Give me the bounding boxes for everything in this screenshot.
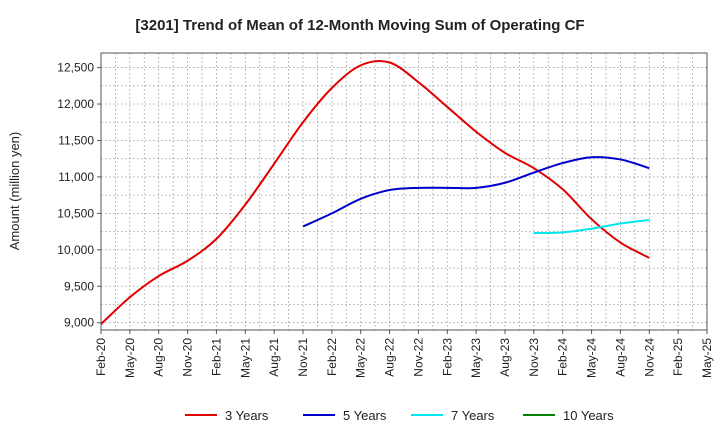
x-tick-label: Aug-23	[498, 338, 512, 377]
series-line-5-years	[302, 156, 650, 228]
x-tick-label: May-20	[123, 338, 137, 378]
x-tick-label: Feb-22	[325, 338, 339, 376]
y-tick-label: 10,500	[57, 206, 94, 220]
x-tick-label: Aug-24	[613, 338, 627, 377]
x-tick-label: Feb-21	[209, 338, 223, 376]
plot-frame	[100, 52, 708, 331]
x-tick-label: Aug-20	[152, 338, 166, 377]
chart-title: [3201] Trend of Mean of 12-Month Moving …	[135, 17, 584, 34]
y-tick-label: 11,000	[58, 170, 94, 184]
legend-label-10-years: 10 Years	[563, 408, 614, 423]
x-tick-label: Aug-22	[383, 338, 397, 377]
x-tick-label: Feb-24	[556, 338, 570, 376]
x-tick-label: Nov-22	[411, 338, 425, 377]
y-tick-label: 12,000	[57, 97, 94, 111]
series-line-7-years	[533, 218, 650, 235]
series-lines	[100, 60, 650, 325]
x-tick-label: Feb-23	[440, 338, 454, 376]
y-tick-label: 9,500	[64, 279, 94, 293]
legend: 3 Years 5 Years 7 Years 10 Years	[185, 408, 614, 423]
y-axis-label: Amount (million yen)	[7, 132, 22, 251]
x-tick-label: Nov-21	[296, 338, 310, 377]
x-tick-label: Nov-24	[642, 338, 656, 377]
legend-label-3-years: 3 Years	[225, 408, 269, 423]
y-tick-label: 10,000	[57, 243, 94, 257]
y-axis-ticks: 9,000 9,500 10,000 10,500 11,000 11,500 12,000…	[57, 61, 101, 330]
series-line-3-years	[100, 60, 650, 325]
x-tick-label: Nov-20	[181, 338, 195, 377]
x-tick-label: Nov-23	[527, 338, 541, 377]
x-tick-label: May-22	[354, 338, 368, 378]
x-tick-label: Feb-25	[671, 338, 685, 376]
legend-label-5-years: 5 Years	[343, 408, 387, 423]
x-axis-ticks: Feb-20 May-20 Aug-20 Nov-20 Feb-21 May-21 Aug-…	[94, 330, 714, 378]
x-tick-label: May-24	[585, 338, 599, 378]
x-tick-label: Feb-20	[94, 338, 108, 376]
x-tick-label: May-23	[469, 338, 483, 378]
x-tick-label: May-21	[238, 338, 252, 378]
legend-label-7-years: 7 Years	[451, 408, 495, 423]
y-tick-label: 11,500	[58, 133, 94, 147]
x-tick-label: May-25	[700, 338, 714, 378]
y-tick-label: 12,500	[57, 61, 94, 75]
x-tick-label: Aug-21	[267, 338, 281, 377]
grid	[101, 53, 707, 330]
y-tick-label: 9,000	[64, 316, 94, 330]
